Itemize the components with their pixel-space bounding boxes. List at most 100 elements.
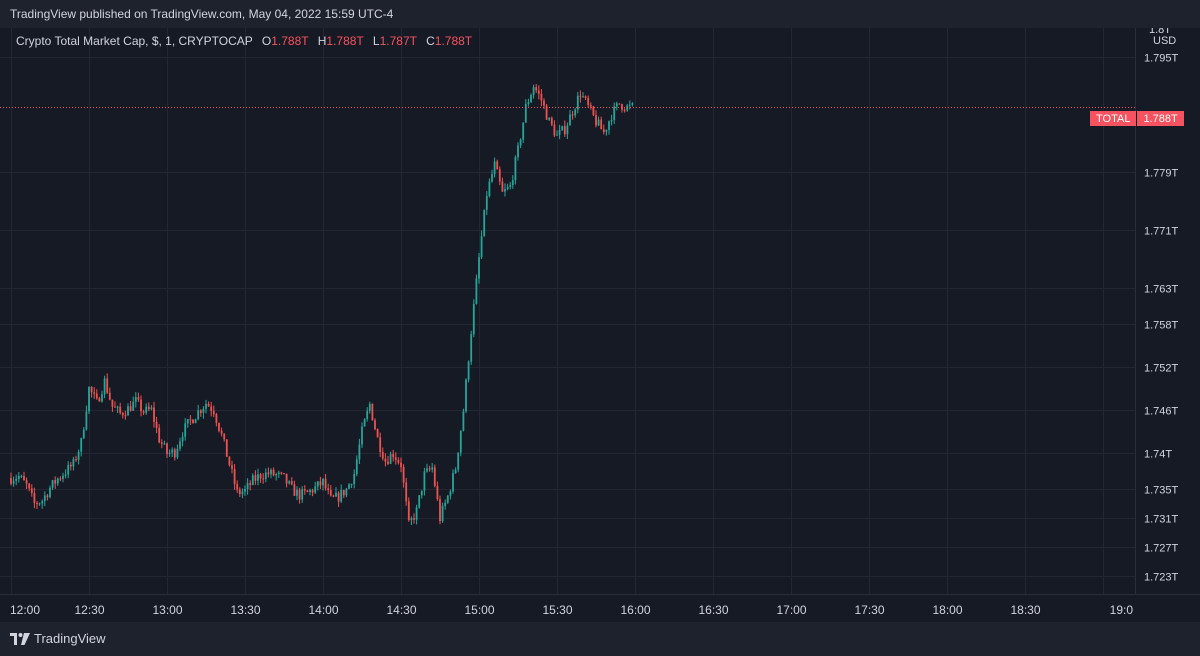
price-tick-top-partial: 1.8T: [1149, 28, 1171, 36]
candle-body: [41, 501, 44, 504]
candle-body: [212, 410, 215, 415]
price-tick-label: 1.779T: [1144, 168, 1179, 180]
price-axis[interactable]: 1.8T 1.795T 1.779T 1.771T 1.763T 1.758T 1.752…: [1144, 28, 1179, 584]
candle-body: [101, 394, 103, 402]
legend-symbol: Crypto Total Market Cap, $, 1, CRYPTOCAP: [16, 34, 253, 48]
candle-body: [584, 96, 587, 99]
candle-body: [303, 489, 306, 491]
candle-body: [423, 471, 426, 491]
candle-body: [605, 129, 608, 133]
last-price-tag-symbol: TOTAL: [1090, 111, 1137, 126]
candle-body: [355, 459, 358, 474]
candle-body: [348, 484, 350, 489]
last-price-tag-value: 1.788T: [1136, 111, 1184, 126]
candle-body: [535, 87, 538, 91]
candle-body: [618, 103, 621, 105]
legend-low-value: 1.787T: [379, 34, 417, 48]
candle-body: [197, 410, 200, 420]
candle-body: [95, 393, 98, 399]
time-tick-label: 19:0: [1110, 603, 1134, 617]
time-tick-label: 18:00: [932, 603, 962, 617]
candle-body: [600, 119, 603, 130]
candle-body: [108, 392, 111, 400]
candle-body: [376, 429, 379, 438]
candle-body: [613, 106, 616, 121]
candle-body: [116, 406, 119, 408]
candles: [10, 84, 634, 526]
candle-body: [168, 452, 171, 455]
candle-body: [160, 442, 163, 444]
candle-body: [140, 399, 142, 412]
candle-body: [264, 472, 267, 480]
candle-body: [124, 415, 127, 417]
candle-body: [454, 469, 457, 474]
price-tick-label: 1.74T: [1144, 449, 1172, 461]
candle-body: [241, 491, 244, 495]
candle-body: [353, 473, 356, 485]
candle-body: [228, 456, 231, 466]
candle-body: [439, 499, 441, 522]
candle-body: [621, 104, 623, 110]
candle-body: [324, 478, 327, 489]
candle-body: [514, 157, 517, 181]
candle-body: [236, 484, 239, 490]
candle-body: [335, 492, 337, 497]
candle-body: [574, 109, 577, 116]
candle-body: [251, 475, 254, 485]
candle-body: [444, 502, 447, 507]
candle-body: [194, 419, 197, 424]
candle-body: [327, 488, 330, 491]
candle-body: [43, 495, 46, 502]
price-tick-label: 1.746T: [1144, 406, 1179, 418]
candle-body: [46, 495, 49, 498]
candle-body: [119, 406, 122, 413]
candle-body: [589, 105, 592, 107]
candle-body: [579, 95, 582, 97]
candle-body: [233, 468, 236, 485]
candlestick-chart[interactable]: 1.8T 1.795T 1.779T 1.771T 1.763T 1.758T 1.752…: [0, 28, 1200, 622]
candle-body: [449, 491, 452, 496]
currency-label[interactable]: USD: [1153, 35, 1177, 47]
candle-body: [405, 482, 408, 502]
candle-body: [277, 472, 280, 475]
candle-body: [366, 410, 369, 420]
candle-body: [475, 278, 478, 304]
candle-body: [311, 490, 314, 493]
candle-body: [550, 117, 553, 125]
candle-body: [410, 518, 413, 521]
candle-body: [59, 478, 62, 480]
candle-body: [504, 189, 506, 192]
candle-body: [77, 451, 80, 460]
candle-body: [28, 483, 31, 489]
candle-body: [517, 145, 519, 158]
candle-body: [257, 474, 259, 481]
candle-body: [192, 419, 194, 424]
candle-body: [218, 422, 220, 431]
time-tick-label: 13:30: [230, 603, 260, 617]
time-axis[interactable]: 12:00 12:30 13:00 13:30 14:00 14:30 15:00 15:30…: [10, 603, 1133, 617]
candle-body: [301, 489, 304, 500]
candle-body: [345, 488, 348, 496]
candle-body: [75, 459, 77, 461]
candle-body: [134, 397, 137, 402]
candle-body: [498, 169, 501, 182]
candle-body: [608, 121, 610, 130]
candle-body: [246, 483, 249, 489]
candle-body: [433, 467, 436, 486]
candle-body: [93, 392, 96, 394]
legend-open-key: O: [261, 34, 272, 48]
candle-body: [163, 443, 166, 445]
candle-body: [69, 464, 72, 467]
candle-body: [259, 474, 262, 479]
tradingview-brand[interactable]: TradingView: [10, 631, 106, 646]
price-tick-label: 1.731T: [1144, 514, 1179, 526]
candle-body: [361, 426, 363, 445]
last-price-tag: TOTAL 1.788T: [1090, 111, 1184, 126]
candle-body: [371, 403, 374, 421]
candle-body: [592, 106, 595, 116]
candle-body: [184, 423, 187, 437]
candle-body: [519, 139, 522, 146]
candle-body: [90, 386, 93, 393]
candle-body: [267, 472, 270, 475]
footer: TradingView: [0, 622, 1200, 656]
